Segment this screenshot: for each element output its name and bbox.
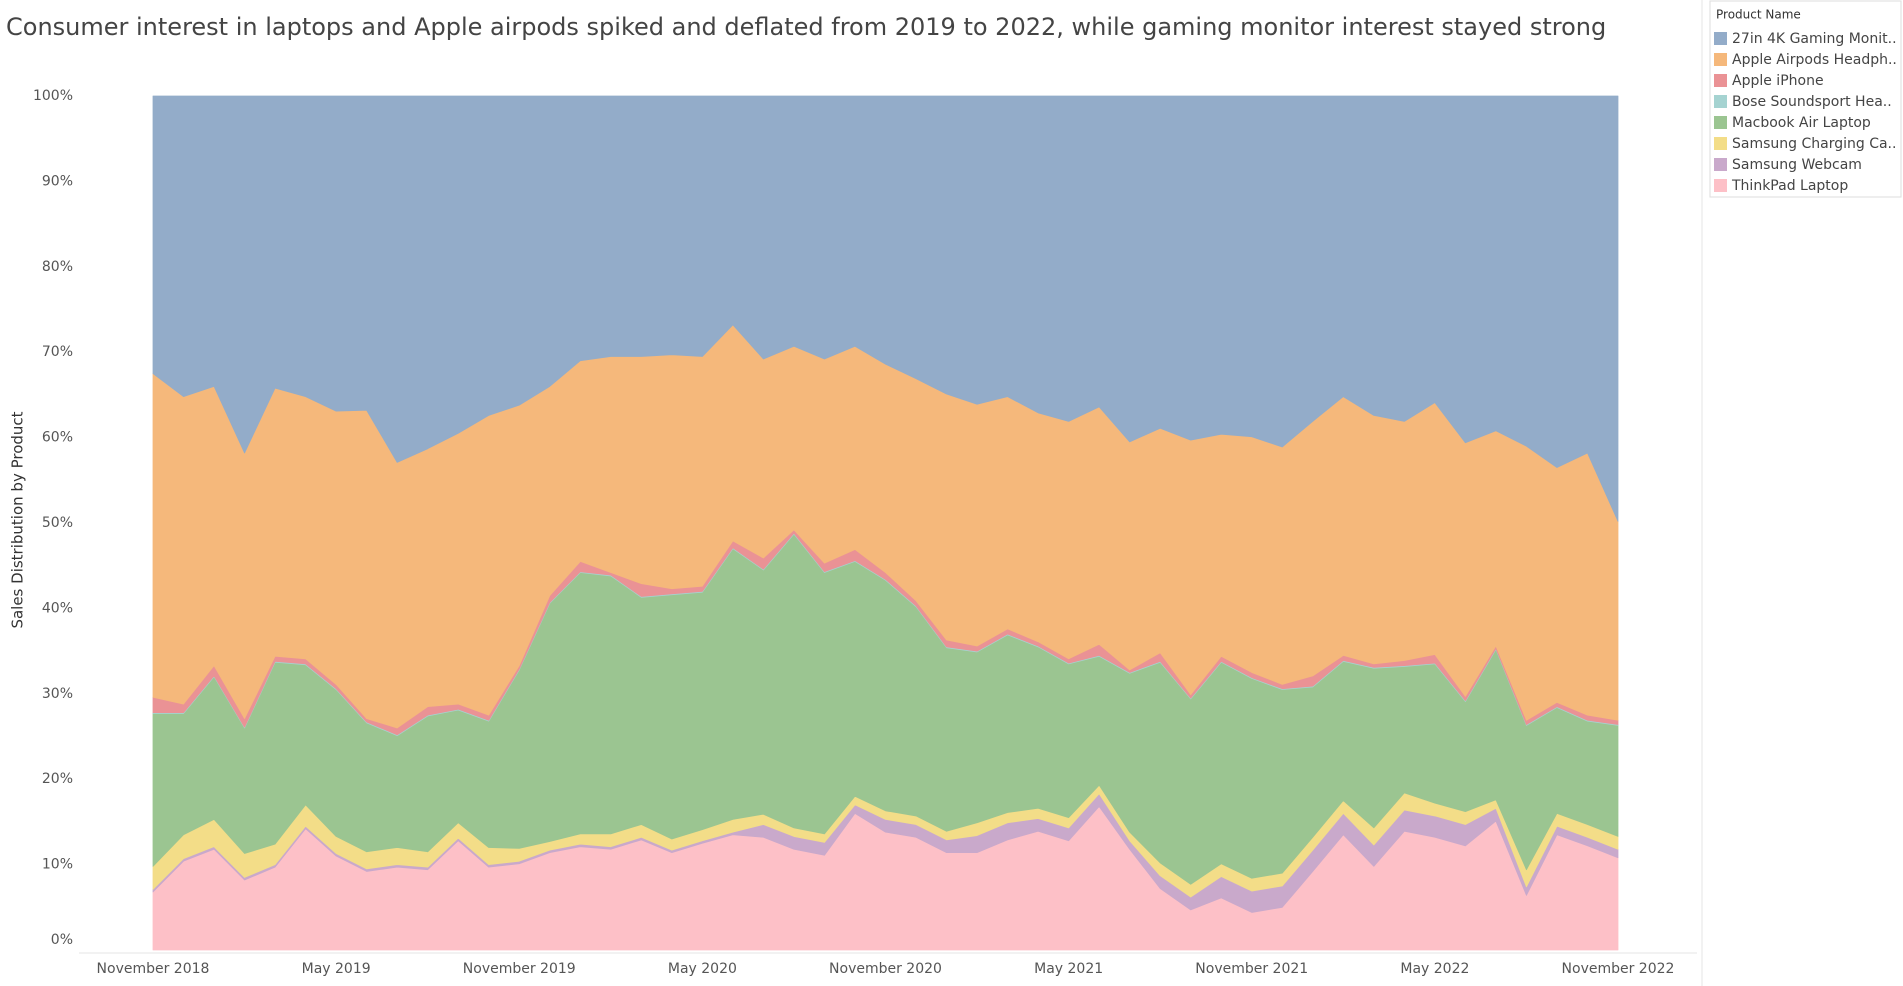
x-tick-label: November 2021	[1195, 961, 1308, 977]
legend-swatch	[1714, 179, 1727, 192]
y-tick-label: 40%	[42, 600, 73, 616]
y-tick-label: 50%	[42, 515, 73, 531]
plot-area: 0% 10% 20% 30% 40% 50% 60% 70% 80% 90% 100% Novembe…	[33, 88, 1674, 977]
x-tick-label: November 2019	[463, 961, 576, 977]
legend-swatch	[1714, 32, 1727, 45]
x-tick-label: November 2022	[1562, 961, 1675, 977]
legend-swatch	[1714, 74, 1727, 87]
y-tick-label: 90%	[42, 173, 73, 189]
legend-label: 27in 4K Gaming Monit..	[1732, 31, 1897, 47]
legend-swatch	[1714, 158, 1727, 171]
x-tick-label: November 2018	[97, 961, 210, 977]
x-tick-label: May 2019	[302, 961, 371, 977]
y-tick-label: 30%	[42, 686, 73, 702]
x-tick-label: May 2022	[1400, 961, 1469, 977]
y-tick-label: 80%	[42, 259, 73, 275]
y-tick-label: 0%	[51, 932, 73, 948]
legend-title: Product Name	[1716, 8, 1801, 22]
legend-swatch	[1714, 137, 1727, 150]
y-tick-label: 10%	[42, 857, 73, 873]
y-tick-label: 100%	[33, 88, 73, 104]
y-tick-label: 70%	[42, 344, 73, 360]
legend-swatch	[1714, 116, 1727, 129]
legend-label: Samsung Charging Ca..	[1732, 136, 1896, 152]
y-axis-label: Sales Distribution by Product	[9, 411, 27, 628]
legend-box	[1709, 0, 1902, 198]
x-tick-label: May 2020	[668, 961, 737, 977]
x-tick-label: November 2020	[829, 961, 942, 977]
legend-label: Bose Soundsport Hea..	[1732, 94, 1892, 110]
chart-title: Consumer interest in laptops and Apple a…	[6, 13, 1606, 41]
y-tick-label: 60%	[42, 430, 73, 446]
legend-label: ThinkPad Laptop	[1731, 178, 1848, 194]
legend-label: Apple Airpods Headph..	[1732, 52, 1897, 68]
y-tick-label: 20%	[42, 771, 73, 787]
area	[152, 95, 1619, 522]
x-tick-label: May 2021	[1034, 961, 1103, 977]
legend-label: Samsung Webcam	[1732, 157, 1862, 173]
legend-swatch	[1714, 95, 1727, 108]
legend-label: Apple iPhone	[1732, 73, 1824, 89]
legend-swatch	[1714, 53, 1727, 66]
legend-label: Macbook Air Laptop	[1732, 115, 1871, 131]
